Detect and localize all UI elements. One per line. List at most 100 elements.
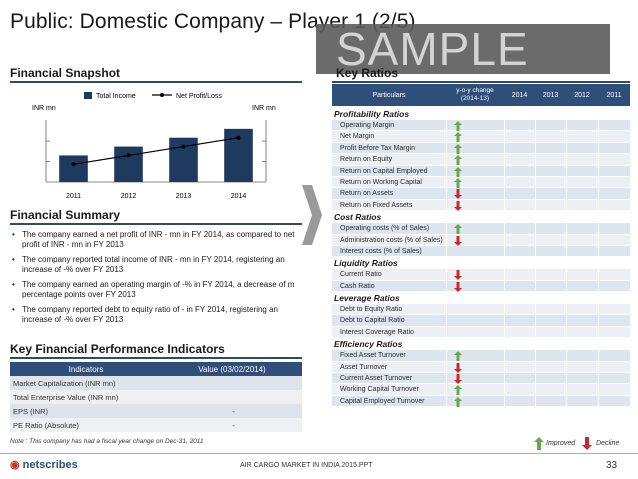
financial-snapshot-chart: Total Income Net Profit/Loss INR mn INR …: [10, 84, 296, 204]
ratio-label: Debt to Equity Ratio: [340, 306, 403, 314]
ratio-cell-divider: [566, 154, 567, 165]
kfpi-value: -: [162, 418, 302, 432]
improved-arrow-icon: [454, 132, 462, 143]
page-title: Public: Domestic Company – Player 1 (2/5…: [10, 10, 416, 33]
kfpi-col-value: Value (03/02/2014): [162, 362, 302, 376]
ratio-cell-divider: [566, 176, 567, 188]
ratio-label: Operating Margin: [340, 122, 395, 129]
chart-svg: Total Income Net Profit/Loss INR mn INR …: [32, 92, 276, 200]
col-change: y-o-y change (2014-13): [456, 87, 494, 102]
ratio-label: Operating costs (% of Sales): [340, 225, 430, 233]
ratio-cell-divider: [504, 176, 505, 188]
legend-improved: Improved: [546, 440, 576, 447]
ratio-cell-divider: [504, 373, 505, 384]
legend-profit-label: Net Profit/Loss: [176, 93, 222, 100]
chevron-right-icon: [302, 185, 322, 245]
ratio-cell-divider: [535, 165, 536, 176]
x-tick-label: 2013: [176, 193, 192, 200]
ratio-cell-divider: [446, 350, 447, 361]
improved-arrow-icon: [454, 155, 462, 166]
kfpi-table: Indicators Value (03/02/2014) Market Cap…: [10, 362, 302, 432]
ratio-cell-divider: [446, 245, 447, 257]
ratio-cell-divider: [566, 245, 567, 257]
ratio-cell-divider: [446, 315, 447, 326]
decline-arrow-icon: [454, 281, 462, 292]
improved-arrow-icon: [454, 143, 462, 154]
table-row: Interest costs (% of Sales): [332, 245, 630, 258]
ratio-cell-divider: [535, 395, 536, 407]
ratio-label: Net Margin: [340, 133, 375, 141]
ratio-category: Cost Ratios: [332, 211, 630, 224]
ratio-cell-divider: [504, 326, 505, 338]
table-row: Cash Ratio: [332, 280, 630, 293]
ratio-cell-divider: [566, 373, 567, 384]
ratio-cell-divider: [535, 280, 536, 292]
ratio-cell-divider: [598, 223, 599, 234]
improved-arrow-icon: [454, 396, 462, 407]
ratio-cell-divider: [566, 384, 567, 395]
ratio-cell-divider: [566, 131, 567, 142]
ratio-cell-divider: [566, 280, 567, 292]
col-year: 2014: [511, 91, 528, 99]
col-year: 2012: [574, 91, 590, 99]
summary-bullet: The company reported debt to equity rati…: [12, 305, 302, 325]
ratio-label: Debt to Capital Ratio: [340, 317, 405, 325]
ratios-rule: [332, 81, 630, 83]
ratio-cell-divider: [566, 395, 567, 407]
table-row: Current Ratio: [332, 269, 630, 281]
ratio-cell-divider: [535, 223, 536, 234]
kfpi-label: EPS (INR): [10, 404, 162, 418]
decline-arrow-icon: [454, 374, 462, 385]
ratio-cell-divider: [504, 315, 505, 326]
ratio-cell-divider: [504, 120, 505, 131]
ratio-label: Interest costs (% of Sales): [340, 247, 422, 255]
ratio-cell-divider: [598, 165, 599, 176]
profit-point: [71, 162, 76, 167]
ratio-label: Return on Capital Employed: [340, 167, 428, 175]
summary-bullet: The company earned a net profit of INR -…: [12, 230, 302, 250]
ratio-cell-divider: [446, 199, 447, 211]
ratio-cell-divider: [535, 384, 536, 395]
ratio-cell-divider: [598, 234, 599, 245]
ratio-cell-divider: [535, 199, 536, 211]
ratio-cell-divider: [535, 350, 536, 361]
ratio-cell-divider: [598, 384, 599, 395]
ratio-category: Profitability Ratios: [332, 108, 630, 120]
legend-income-label: Total Income: [96, 93, 136, 100]
snapshot-heading: Financial Snapshot: [10, 66, 121, 80]
ratio-label: Current Asset Turnover: [340, 375, 412, 383]
profit-point: [181, 144, 186, 149]
income-bar: [114, 146, 143, 182]
ratio-cell-divider: [446, 384, 447, 395]
ratio-cell-divider: [446, 234, 447, 245]
kfpi-heading: Key Financial Performance Indicators: [10, 342, 225, 356]
ratio-cell-divider: [504, 361, 505, 373]
ratio-label: Profit Before Tax Margin: [340, 144, 415, 152]
income-bar: [59, 155, 88, 182]
kfpi-col-indicators: Indicators: [10, 362, 162, 376]
ratio-cell-divider: [598, 142, 599, 154]
table-row: Return on Working Capital: [332, 176, 630, 189]
ratio-cell-divider: [535, 120, 536, 131]
ratio-cell-divider: [446, 269, 447, 280]
ratio-cell-divider: [598, 395, 599, 407]
profit-line: [73, 137, 239, 165]
decline-arrow-icon: [454, 362, 462, 373]
ratio-label: Return on Equity: [340, 156, 393, 164]
table-row: EPS (INR) -: [10, 404, 302, 418]
ratio-cell-divider: [446, 188, 447, 199]
ratio-cell-divider: [504, 223, 505, 234]
ratio-label: Return on Fixed Assets: [340, 201, 413, 209]
ratio-cell-divider: [535, 154, 536, 165]
ratio-cell-divider: [446, 304, 447, 315]
ratio-cell-divider: [598, 154, 599, 165]
ratio-cell-divider: [535, 188, 536, 199]
ratio-cell-divider: [598, 280, 599, 292]
ratio-label: Asset Turnover: [340, 363, 388, 371]
table-row: Return on Capital Employed: [332, 165, 630, 177]
ratio-cell-divider: [598, 304, 599, 315]
ratio-cell-divider: [446, 326, 447, 338]
ratio-cell-divider: [598, 245, 599, 257]
ratio-cell-divider: [446, 142, 447, 154]
ratio-cell-divider: [535, 315, 536, 326]
